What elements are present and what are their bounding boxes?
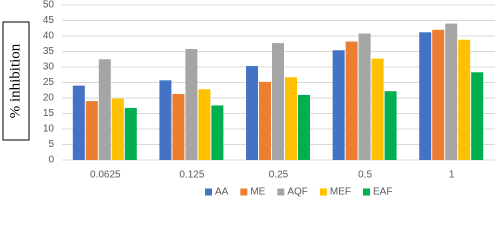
y-label-box <box>2 21 30 141</box>
bar <box>471 72 484 160</box>
legend-label: AQF <box>287 187 308 198</box>
bar <box>124 107 137 160</box>
legend-label: AA <box>215 187 229 198</box>
x-tick-label: 1 <box>449 170 455 181</box>
chart: % inhibition 0 5 10 15 20 25 30 35 40 45 50 0.0625 0… <box>2 0 495 198</box>
legend-swatch <box>277 188 285 196</box>
bar <box>272 43 284 160</box>
bar <box>419 32 432 160</box>
bar <box>332 50 345 161</box>
y-tick-label: 0 <box>48 155 54 166</box>
y-tick-label: 5 <box>48 139 54 150</box>
y-tick-label: 50 <box>43 0 55 11</box>
x-tick-label: 0.25 <box>269 170 289 181</box>
bar <box>371 58 384 160</box>
legend-swatch <box>205 188 212 196</box>
bar <box>159 80 172 160</box>
bar <box>98 59 111 160</box>
bar <box>358 33 371 160</box>
bar <box>85 101 98 160</box>
x-tick-label: 0.5 <box>358 170 372 181</box>
bar <box>384 91 397 160</box>
legend-swatch <box>363 188 371 196</box>
y-tick-label: 40 <box>43 31 55 42</box>
bar <box>445 23 458 160</box>
bar <box>458 39 471 160</box>
legend-label: EAF <box>373 187 392 198</box>
x-tick-label: 0.125 <box>179 170 204 181</box>
bar <box>284 77 297 160</box>
bar <box>259 81 272 160</box>
y-tick-label: 25 <box>43 77 55 88</box>
bar <box>72 85 85 160</box>
y-tick-label: 45 <box>43 15 55 26</box>
legend-swatch <box>319 188 327 196</box>
y-tick-label: 10 <box>43 124 55 135</box>
bar <box>211 105 224 160</box>
y-tick-label: 20 <box>43 93 55 104</box>
x-tick-label: 0.0625 <box>90 170 121 181</box>
bar <box>111 98 124 160</box>
y-tick-label: 35 <box>43 46 55 57</box>
legend-swatch <box>240 188 248 196</box>
y-tick-label: 15 <box>43 108 55 119</box>
legend-label: MEF <box>330 187 351 198</box>
bar <box>172 93 185 160</box>
bar <box>198 89 211 160</box>
y-axis-label: % inhibition <box>7 43 23 118</box>
bar <box>432 29 445 160</box>
legend-label: ME <box>250 187 265 198</box>
y-tick-label: 30 <box>43 62 55 73</box>
bar <box>246 66 259 160</box>
bar <box>297 94 310 160</box>
bar <box>185 49 198 160</box>
bar <box>345 41 358 160</box>
